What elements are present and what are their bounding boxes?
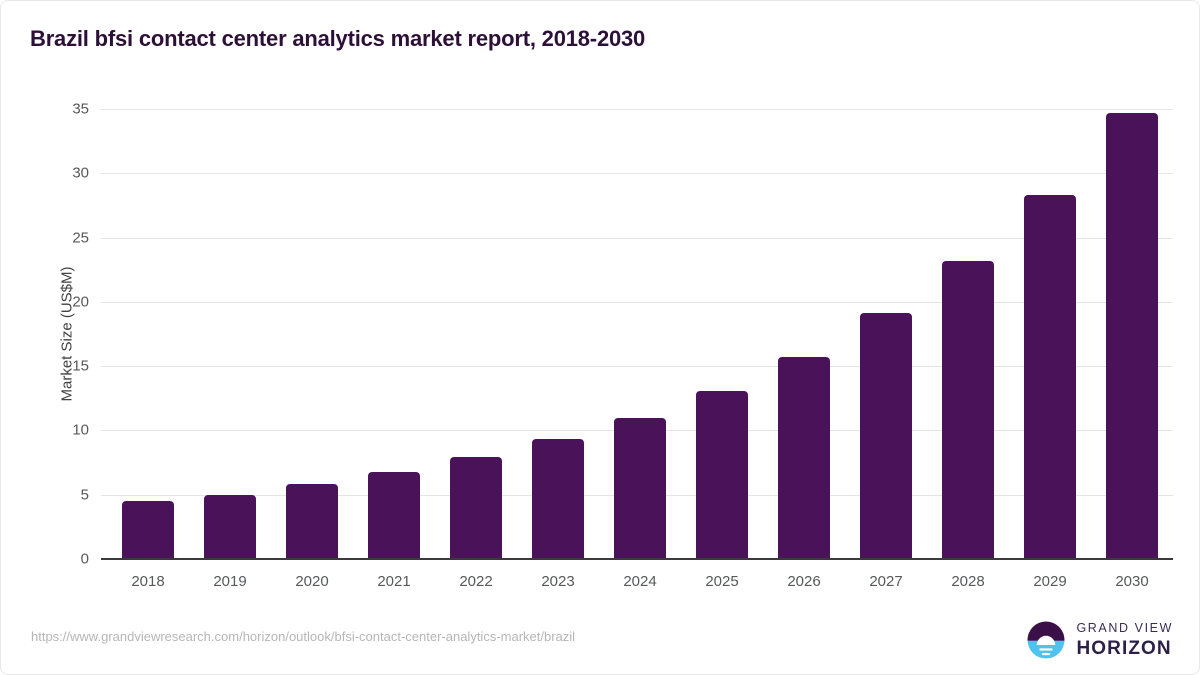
bar[interactable] [204, 494, 256, 559]
bar[interactable] [860, 313, 912, 559]
bar[interactable] [696, 390, 748, 559]
gridline [101, 366, 1173, 368]
y-tick-label: 5 [80, 486, 89, 504]
x-tick-label: 2018 [131, 573, 165, 590]
y-tick-label: 10 [72, 421, 89, 439]
bar[interactable] [778, 357, 830, 559]
x-tick-label: 2028 [951, 573, 985, 590]
bar[interactable] [942, 260, 994, 559]
page-title: Brazil bfsi contact center analytics mar… [30, 26, 646, 51]
source-url[interactable]: https://www.grandviewresearch.com/horizo… [31, 629, 576, 644]
bar[interactable] [1106, 112, 1158, 559]
logo-text-horizon: HORIZON [1076, 637, 1172, 659]
bar[interactable] [1024, 195, 1076, 559]
x-tick-label: 2019 [213, 573, 247, 590]
x-tick-label: 2020 [295, 573, 329, 590]
bar[interactable] [532, 439, 584, 559]
y-tick-label: 20 [72, 293, 89, 311]
gridline [101, 237, 1173, 239]
x-tick-label: 2027 [869, 573, 903, 590]
x-axis-line [101, 558, 1173, 560]
horizon-logo-icon [1027, 621, 1065, 659]
x-tick-label: 2030 [1115, 573, 1149, 590]
x-tick-label: 2026 [787, 573, 821, 590]
bar[interactable] [368, 471, 420, 559]
y-tick-label: 0 [80, 550, 89, 568]
gridline [101, 173, 1173, 175]
plot-area: Market Size (US$M) 0 5 10 15 20 25 30 35 [59, 101, 1173, 568]
logo-wordmark: GRAND VIEW HORIZON [1076, 622, 1173, 658]
bar[interactable] [450, 457, 502, 559]
x-tick-label: 2025 [705, 573, 739, 590]
x-tick-label: 2024 [623, 573, 657, 590]
x-tick-label: 2021 [377, 573, 411, 590]
bar[interactable] [122, 501, 174, 559]
gridline [101, 301, 1173, 303]
x-tick-label: 2023 [541, 573, 575, 590]
bar[interactable] [286, 484, 338, 559]
gridline [101, 109, 1173, 110]
y-tick-label: 25 [72, 229, 89, 247]
bar[interactable] [614, 417, 666, 559]
brand-logo[interactable]: GRAND VIEW HORIZON [1025, 619, 1173, 661]
y-tick-label: 30 [72, 164, 89, 182]
y-axis-title: Market Size (US$M) [58, 266, 76, 402]
y-tick-label: 35 [72, 100, 89, 118]
y-tick-label: 15 [72, 357, 89, 375]
x-tick-label: 2029 [1033, 573, 1067, 590]
logo-text-grand-view: GRAND VIEW [1076, 621, 1173, 636]
x-tick-label: 2022 [459, 573, 493, 590]
